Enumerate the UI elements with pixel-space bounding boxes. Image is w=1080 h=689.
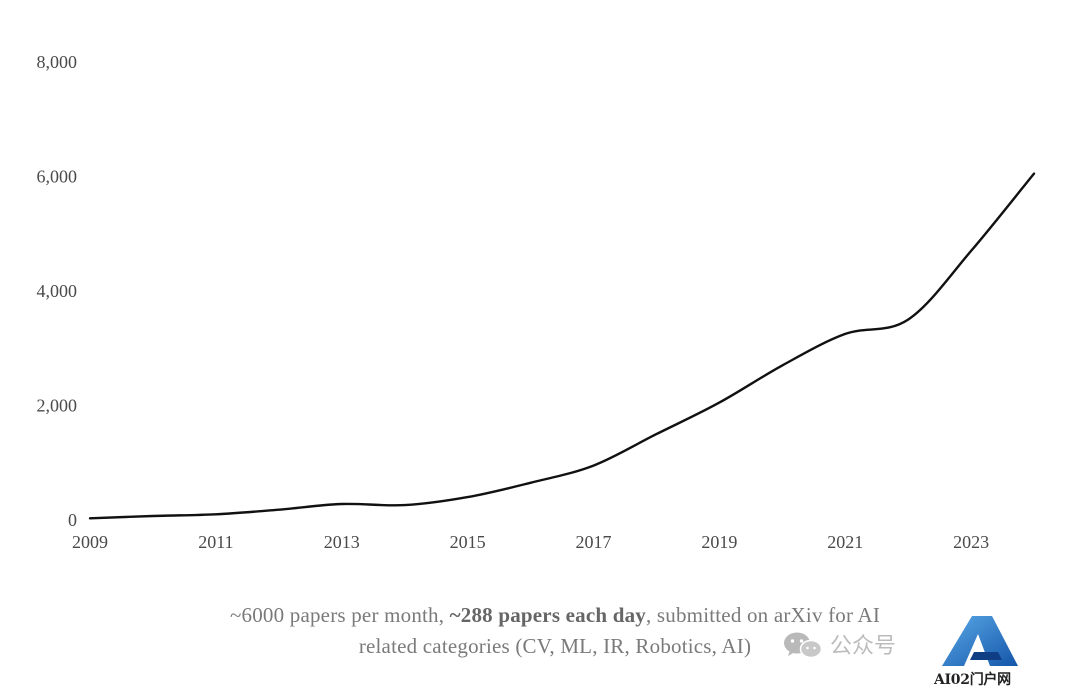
x-axis-ticks: 2009 2011 2013 2015 2017 2019 2021 2023 [72,532,989,552]
x-tick-label: 2019 [701,532,737,552]
x-tick-label: 2015 [450,532,486,552]
x-tick-label: 2009 [72,532,108,552]
y-tick-label: 2,000 [37,396,78,416]
y-tick-label: 0 [68,510,77,530]
chart-caption-line1: ~6000 papers per month, ~288 papers each… [0,603,1080,628]
y-axis-ticks: 0 2,000 4,000 6,000 8,000 [37,52,78,530]
y-tick-label: 6,000 [37,167,78,187]
watermark-text: 公众号 [830,634,897,659]
y-tick-label: 4,000 [37,281,78,301]
caption-bold-text: ~288 papers each day [449,603,646,627]
y-tick-label: 8,000 [37,52,78,72]
x-tick-label: 2011 [198,532,233,552]
logo-text: AI02门户网 [934,672,1011,688]
x-tick-label: 2017 [575,532,611,552]
series-line [88,172,1036,520]
x-tick-label: 2013 [324,532,360,552]
chart-caption-line2: related categories (CV, ML, IR, Robotics… [358,634,752,658]
x-tick-label: 2021 [827,532,863,552]
caption-text: , submitted on arXiv for AI [646,603,881,627]
ai-logo-icon [938,612,1022,668]
wechat-icon [784,632,823,659]
x-tick-label: 2023 [953,532,989,552]
caption-text: ~6000 papers per month, [229,603,450,627]
